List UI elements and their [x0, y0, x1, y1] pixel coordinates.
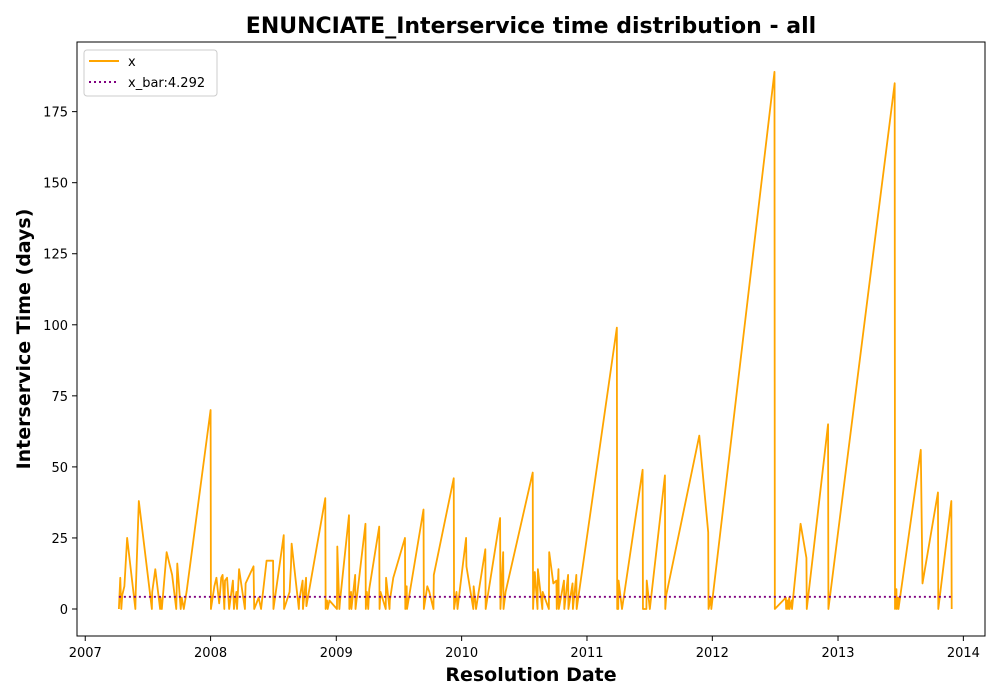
series-x-line: [118, 70, 953, 610]
legend-label-x-bar: x_bar:4.292: [128, 76, 205, 91]
x-tick-label: 2011: [570, 646, 603, 661]
x-tick-label: 2014: [947, 646, 980, 661]
legend: x x_bar:4.292: [83, 49, 218, 97]
y-tick-label: 75: [51, 390, 68, 405]
chart-title: ENUNCIATE_Interservice time distribution…: [246, 14, 816, 39]
x-axis: 2007 2008 2009 2010 2011 2012 2013 2014: [69, 636, 980, 661]
y-tick-label: 175: [43, 106, 68, 121]
x-tick-label: 2009: [320, 646, 353, 661]
legend-label-x: x: [128, 55, 136, 70]
x-tick-label: 2012: [696, 646, 729, 661]
y-tick-label: 25: [51, 532, 68, 547]
plot-area: [118, 70, 953, 610]
y-tick-label: 50: [51, 461, 68, 476]
x-tick-label: 2010: [445, 646, 478, 661]
plot-frame: [76, 41, 986, 637]
y-tick-label: 150: [43, 177, 68, 192]
y-axis-label: Interservice Time (days): [13, 209, 35, 470]
y-tick-label: 100: [43, 319, 68, 334]
x-tick-label: 2007: [69, 646, 102, 661]
x-tick-label: 2008: [194, 646, 227, 661]
y-axis: 0 25 50 75 100 125 150 175: [43, 106, 77, 618]
y-tick-label: 125: [43, 248, 68, 263]
y-tick-label: 0: [60, 603, 68, 618]
x-axis-label: Resolution Date: [445, 664, 616, 686]
x-tick-label: 2013: [821, 646, 854, 661]
